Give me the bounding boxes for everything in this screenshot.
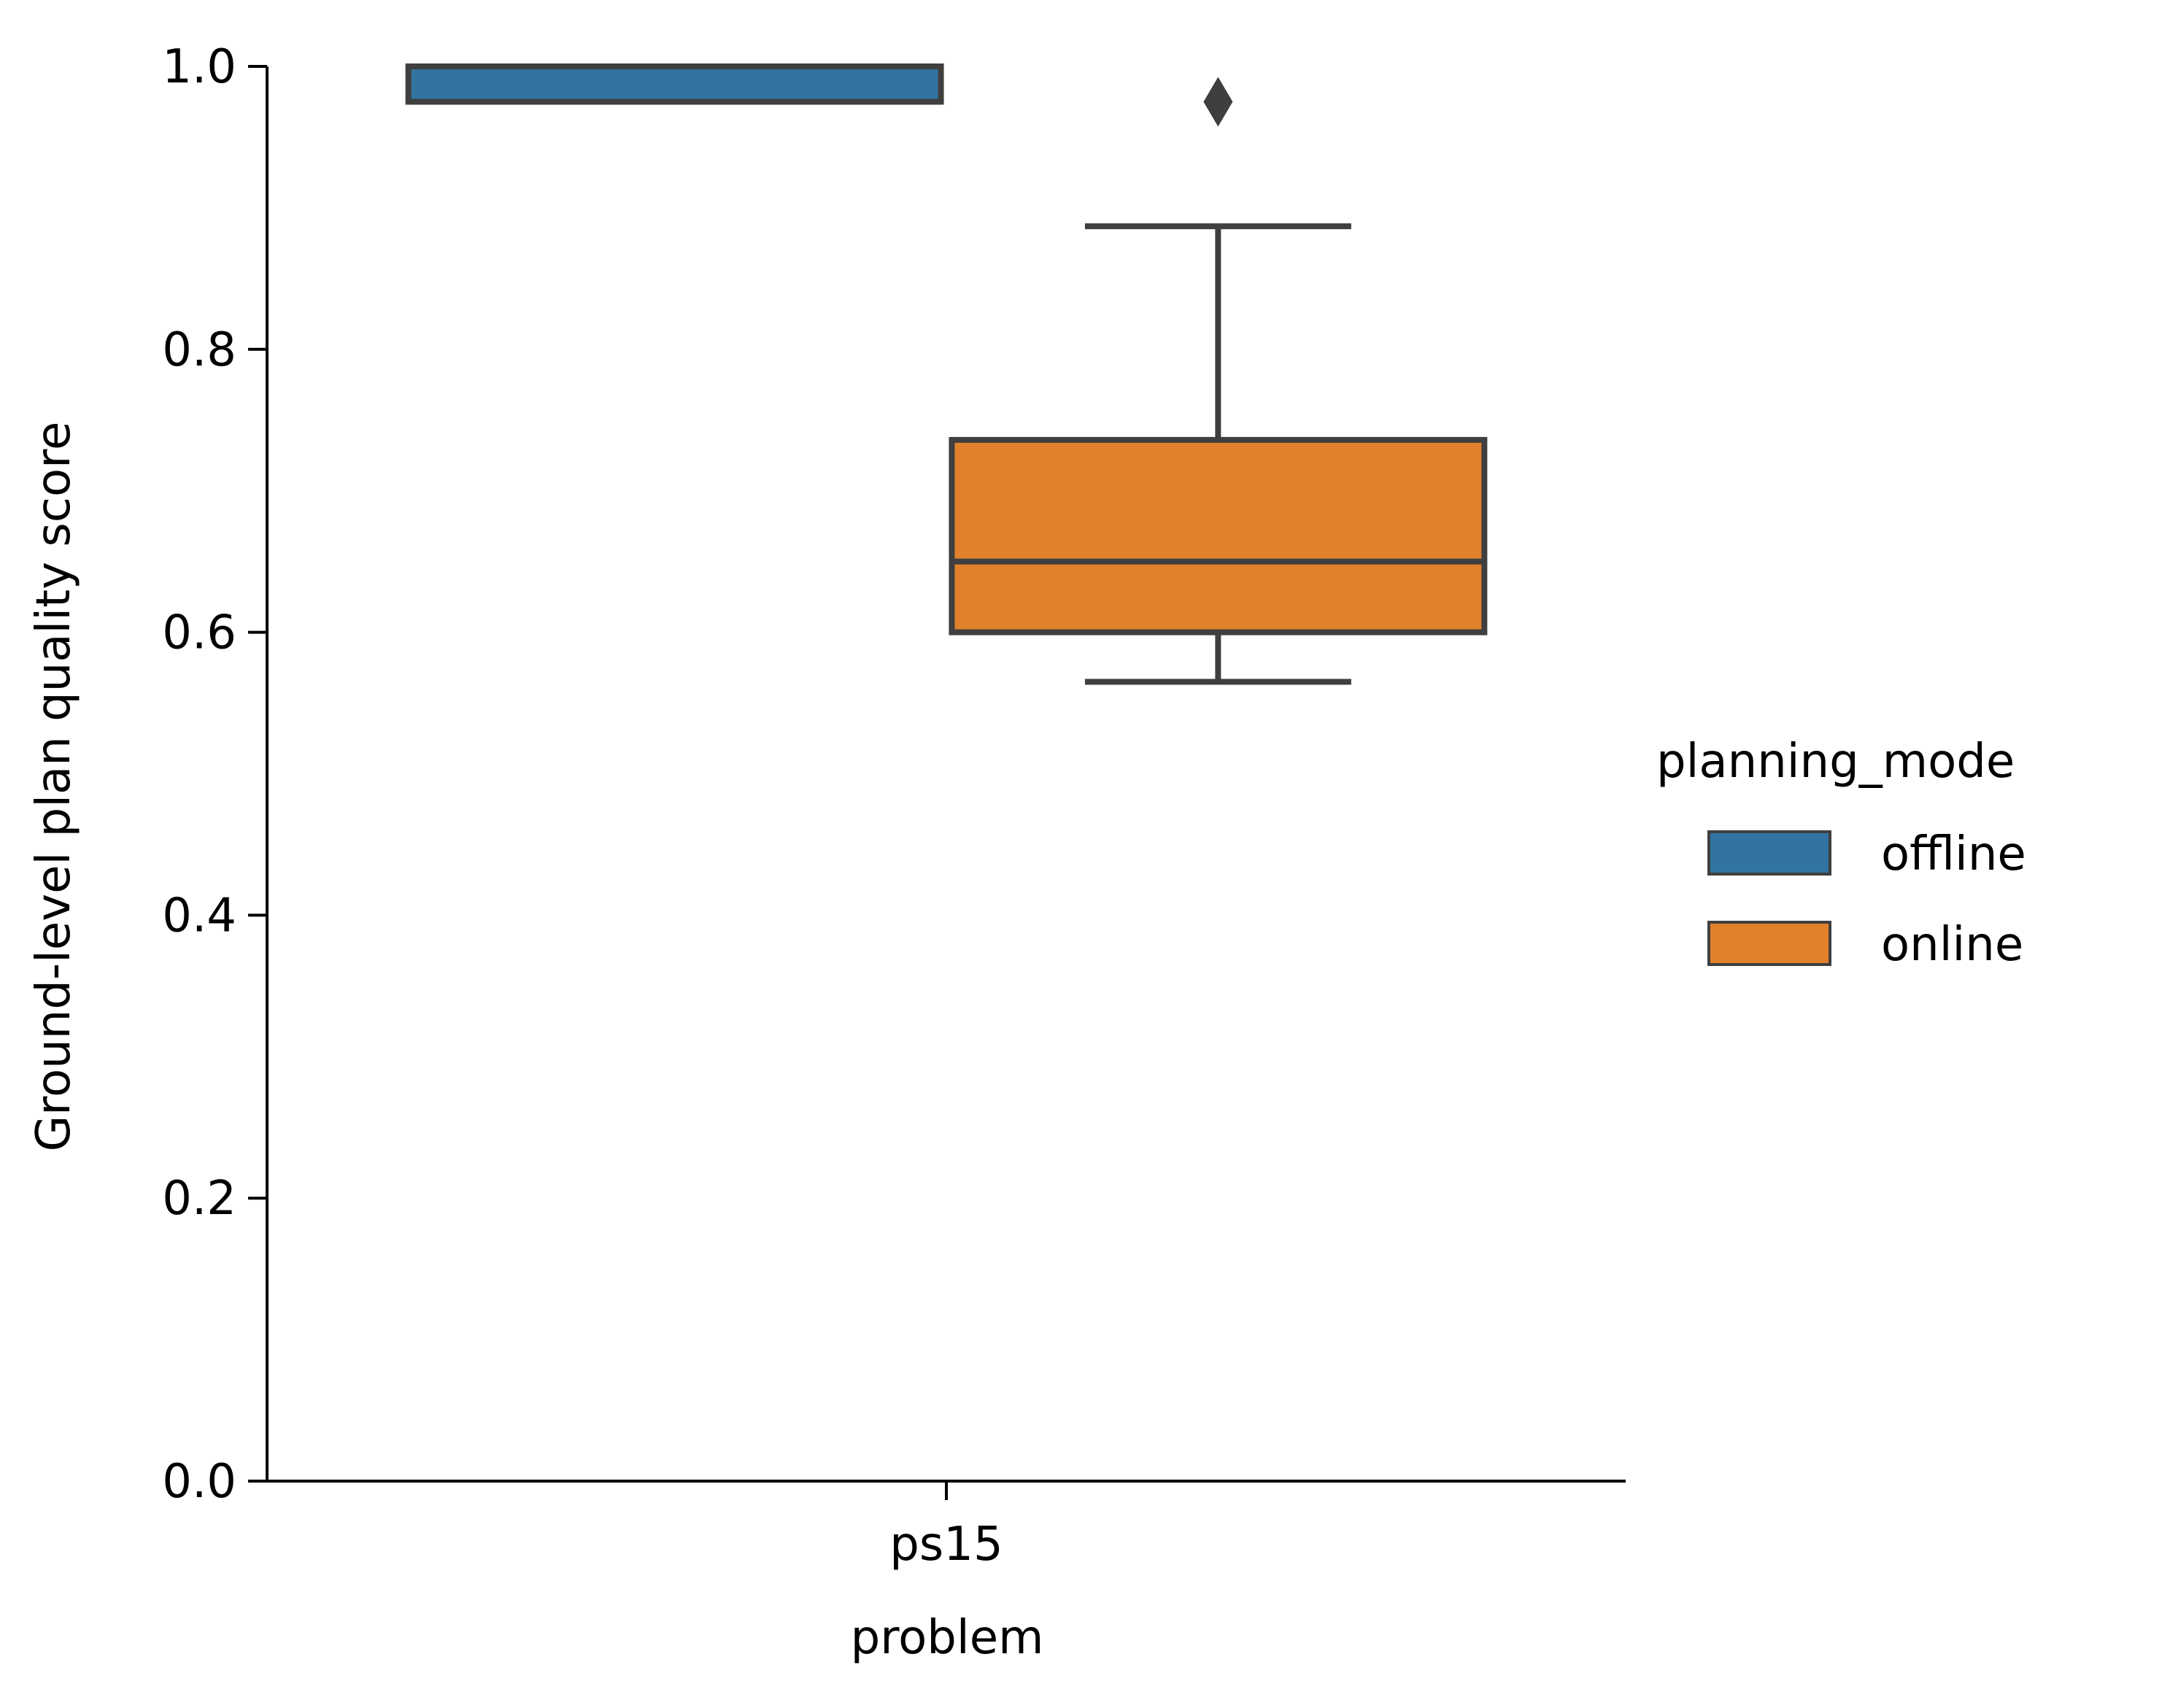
legend-title: planning_mode (1656, 735, 2015, 789)
legend-entry-online: online (1707, 918, 2023, 972)
outlier-point (1203, 77, 1233, 127)
plot-area (405, 63, 1488, 685)
y-axis-label: Ground-level plan quality score (27, 422, 81, 1152)
box-offline (405, 63, 944, 105)
box-online (949, 77, 1488, 685)
x-axis-label: problem (851, 1611, 1044, 1665)
y-tick-label: 0.0 (162, 1455, 236, 1509)
y-tick-label: 0.2 (162, 1172, 236, 1226)
legend-swatch (1707, 921, 1831, 966)
y-tick-label: 1.0 (162, 40, 236, 94)
y-tick-label: 0.8 (162, 323, 236, 377)
legend-label: offline (1881, 827, 2026, 881)
box-body (405, 63, 944, 105)
y-tick-label: 0.4 (162, 889, 236, 943)
y-tick-label: 0.6 (162, 606, 236, 660)
x-axis: ps15 (266, 1480, 1626, 1572)
legend: planning_mode offline online (1656, 735, 2026, 972)
y-axis: 0.0 0.2 0.4 0.6 0.8 1.0 (162, 40, 269, 1509)
box-body (949, 436, 1488, 635)
legend-entry-offline: offline (1707, 827, 2026, 881)
legend-label: online (1881, 918, 2023, 972)
legend-swatch (1707, 830, 1831, 876)
x-tick-label: ps15 (889, 1518, 1003, 1572)
